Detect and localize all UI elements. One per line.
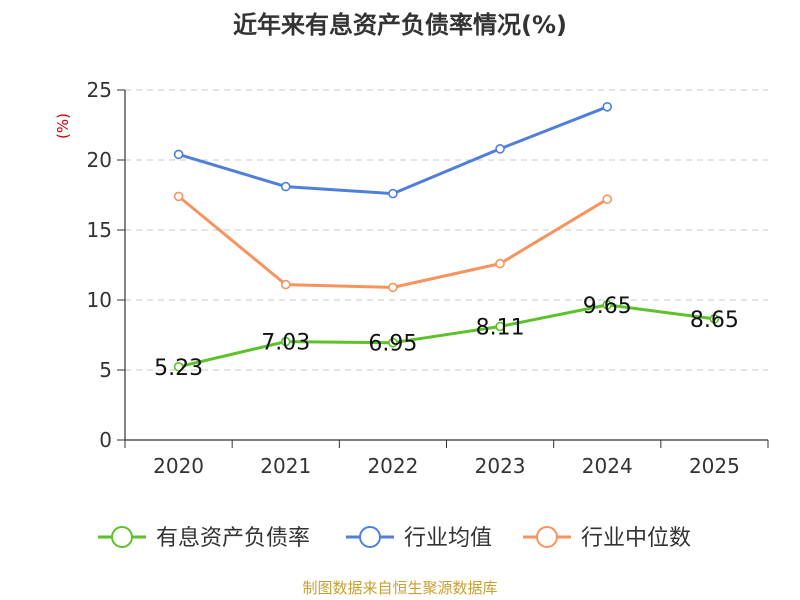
data-point bbox=[173, 361, 184, 372]
y-tick-label: 0 bbox=[99, 428, 112, 452]
legend-item-0: 有息资产负债率 bbox=[98, 526, 310, 551]
data-point bbox=[495, 321, 505, 332]
series-layer: 5.23 7.03 6.95 8.11 9.65 8.65 bbox=[154, 102, 739, 381]
x-tick-label: 2025 bbox=[689, 454, 740, 478]
data-point bbox=[602, 102, 613, 112]
legend-item-1: 行业均值 bbox=[346, 526, 492, 551]
data-label: 8.65 bbox=[690, 308, 739, 333]
data-point bbox=[280, 336, 291, 347]
y-tick-label: 5 bbox=[99, 358, 112, 382]
y-tick-label: 15 bbox=[87, 218, 112, 242]
series-1 bbox=[173, 102, 613, 199]
legend-label: 行业中位数 bbox=[581, 526, 691, 551]
data-point bbox=[495, 144, 505, 154]
data-point bbox=[388, 188, 398, 199]
x-tick-label: 2022 bbox=[367, 454, 418, 478]
data-label: 6.95 bbox=[368, 332, 417, 357]
y-tick-label: 25 bbox=[87, 78, 112, 102]
legend: 有息资产负债率 行业均值 行业中位数 bbox=[98, 526, 691, 551]
legend-label: 有息资产负债率 bbox=[156, 526, 310, 551]
chart-title: 近年来有息资产负债率情况(%) bbox=[233, 11, 567, 39]
series-0: 5.23 7.03 6.95 8.11 9.65 8.65 bbox=[154, 294, 739, 381]
data-point bbox=[280, 181, 291, 192]
data-label: 5.23 bbox=[154, 356, 203, 381]
source-note: 制图数据来自恒生聚源数据库 bbox=[302, 579, 497, 597]
data-point bbox=[388, 282, 398, 293]
series-line bbox=[178, 105, 608, 196]
grid-lines bbox=[125, 89, 768, 371]
series-line bbox=[177, 195, 609, 289]
y-tick-label: 20 bbox=[87, 148, 112, 172]
data-point bbox=[388, 337, 398, 348]
data-label: 9.65 bbox=[583, 294, 632, 319]
data-point bbox=[495, 258, 505, 269]
series-2 bbox=[173, 191, 613, 293]
legend-item-2: 行业中位数 bbox=[523, 526, 691, 551]
x-tick-label: 2024 bbox=[582, 454, 633, 478]
data-point bbox=[173, 149, 184, 160]
data-point bbox=[602, 194, 613, 204]
data-point bbox=[280, 279, 291, 290]
y-axis-unit-label: (%) bbox=[54, 113, 72, 139]
series-line bbox=[178, 303, 715, 369]
x-tick-label: 2020 bbox=[153, 454, 204, 478]
data-label: 7.03 bbox=[261, 331, 310, 356]
x-tick-label: 2021 bbox=[260, 454, 311, 478]
legend-label: 行业均值 bbox=[404, 526, 492, 551]
legend-marker bbox=[111, 526, 133, 548]
x-tick-label: 2023 bbox=[475, 454, 526, 478]
legend-marker bbox=[359, 526, 381, 548]
data-point bbox=[709, 314, 720, 324]
data-point bbox=[602, 300, 613, 310]
legend-marker bbox=[536, 526, 558, 548]
data-point bbox=[173, 191, 184, 202]
data-label: 8.11 bbox=[476, 315, 525, 340]
y-tick-label: 10 bbox=[87, 288, 112, 312]
